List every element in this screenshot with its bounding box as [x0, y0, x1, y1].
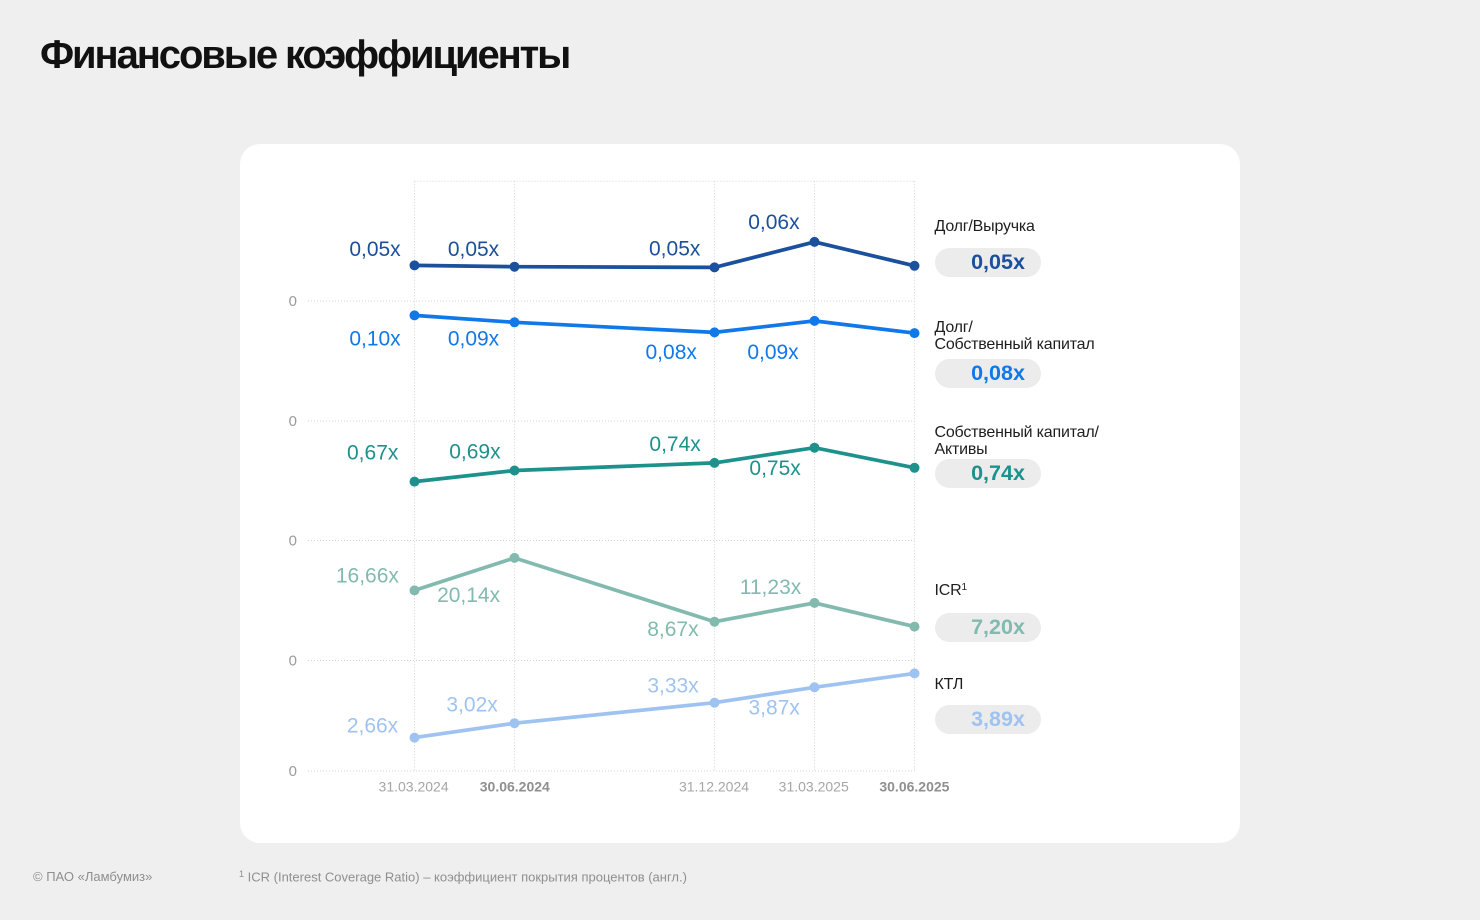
svg-text:0: 0 — [289, 293, 297, 310]
svg-text:31.03.2025: 31.03.2025 — [779, 779, 849, 795]
svg-text:8,67x: 8,67x — [647, 618, 699, 641]
svg-text:31.12.2024: 31.12.2024 — [679, 779, 749, 795]
svg-text:0,09x: 0,09x — [448, 328, 500, 351]
svg-text:0,75x: 0,75x — [749, 457, 801, 480]
svg-text:0,08x: 0,08x — [646, 341, 698, 364]
svg-text:3,87x: 3,87x — [749, 696, 801, 719]
svg-text:0,10x: 0,10x — [349, 328, 401, 351]
svg-text:0,69x: 0,69x — [449, 441, 501, 464]
svg-text:0,67x: 0,67x — [347, 442, 399, 465]
svg-text:0,06x: 0,06x — [748, 211, 800, 234]
svg-text:0,74x: 0,74x — [649, 433, 701, 456]
svg-text:0,05x: 0,05x — [349, 238, 401, 261]
svg-text:30.06.2024: 30.06.2024 — [480, 779, 550, 795]
svg-text:0: 0 — [289, 763, 297, 780]
svg-text:30.06.2025: 30.06.2025 — [879, 779, 949, 795]
svg-text:31.03.2024: 31.03.2024 — [379, 779, 449, 795]
svg-text:3,02x: 3,02x — [446, 694, 498, 717]
svg-text:11,23x: 11,23x — [740, 576, 802, 599]
svg-text:0,09x: 0,09x — [747, 341, 799, 364]
svg-text:0,05x: 0,05x — [448, 238, 500, 261]
svg-text:2,66x: 2,66x — [347, 714, 399, 737]
svg-text:0: 0 — [289, 653, 297, 670]
svg-text:16,66x: 16,66x — [336, 565, 400, 588]
svg-text:0,05x: 0,05x — [649, 237, 701, 260]
svg-text:0: 0 — [289, 413, 297, 430]
svg-text:20,14x: 20,14x — [437, 584, 501, 607]
svg-text:3,33x: 3,33x — [647, 675, 699, 698]
svg-text:0: 0 — [289, 533, 297, 550]
